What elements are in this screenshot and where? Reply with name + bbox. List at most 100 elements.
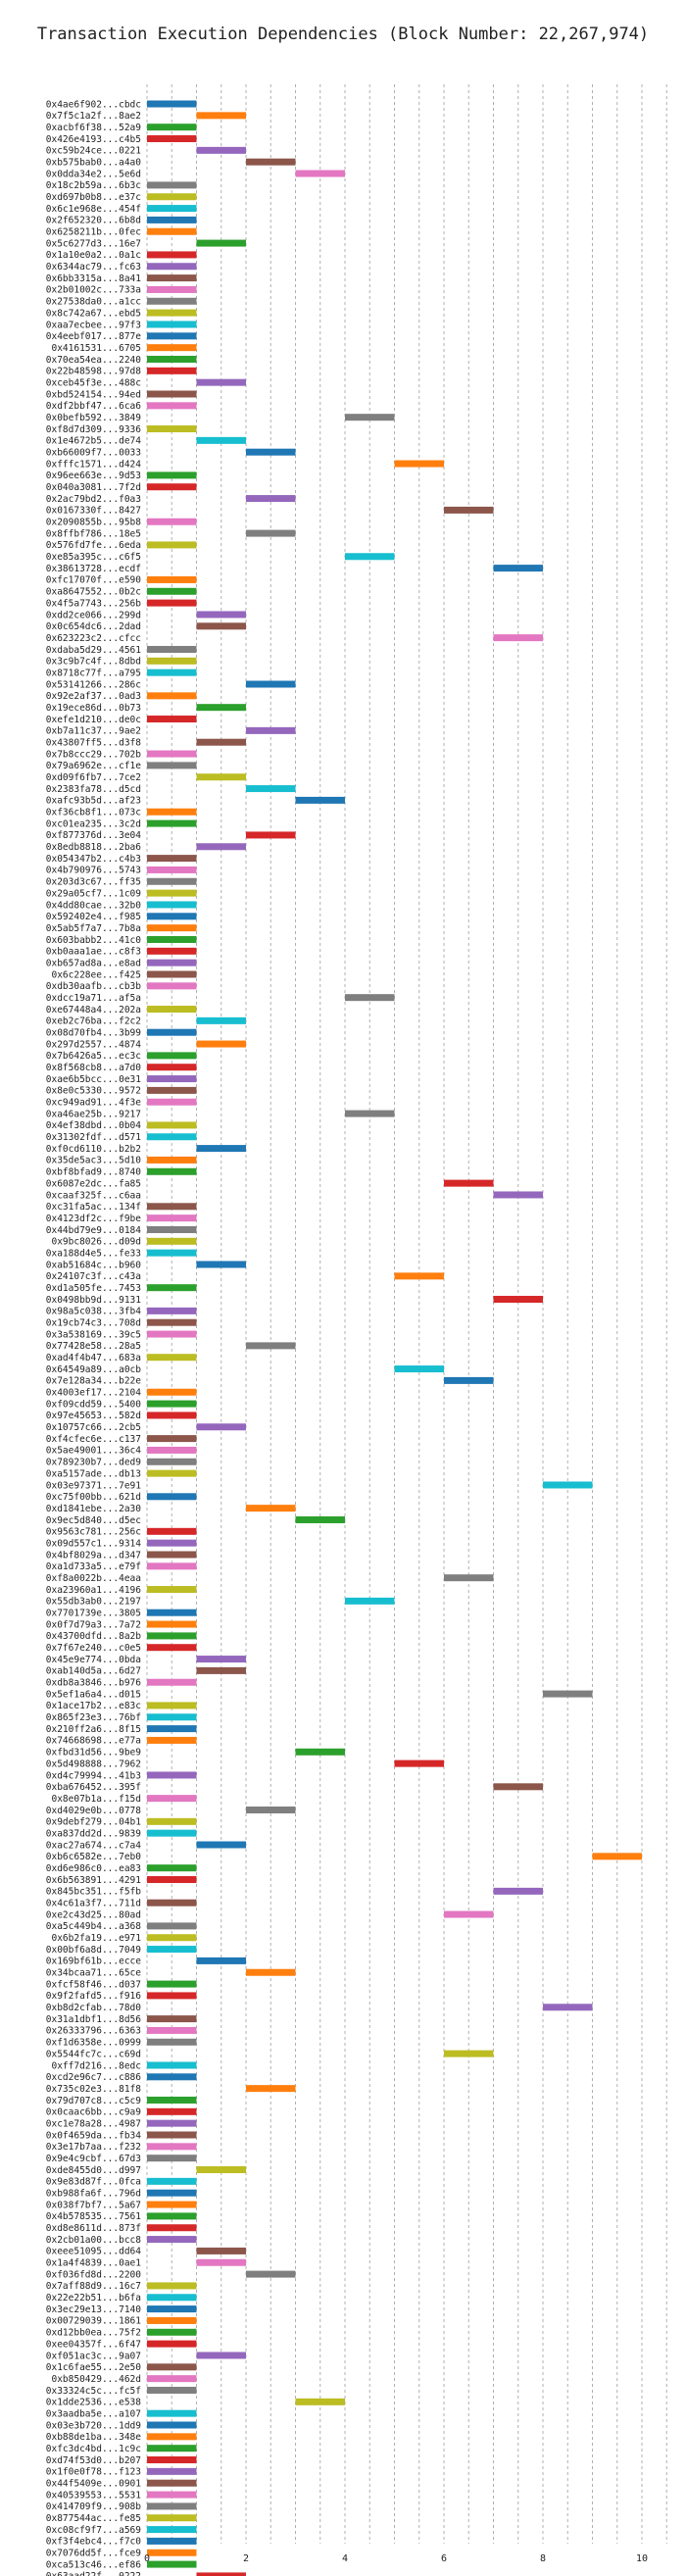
- transaction-bar: [147, 716, 197, 723]
- transaction-bar: [147, 2560, 197, 2568]
- y-tick-label: 0xf0cd6110...b2b2: [46, 1144, 141, 1155]
- y-tick-label: 0x6c1e968e...454f: [46, 204, 141, 215]
- y-tick-label: 0x169bf61b...ecce: [46, 1957, 142, 1967]
- transaction-bar: [147, 1086, 197, 1094]
- y-tick-label: 0xf8d7d309...9336: [46, 424, 142, 435]
- y-tick-label: 0x19ece86d...0b73: [46, 703, 141, 714]
- y-tick-label: 0x44f5409e...0901: [46, 2479, 142, 2490]
- transaction-bar: [246, 529, 296, 537]
- y-tick-label: 0x865f23e3...76bf: [46, 1712, 141, 1723]
- transaction-bar: [444, 1910, 494, 1918]
- transaction-bar: [147, 1458, 197, 1465]
- transaction-bar: [147, 1006, 197, 1014]
- y-tick-label: 0xcd2e96c7...c886: [46, 2072, 142, 2083]
- transaction-bar: [147, 1980, 197, 1988]
- y-tick-label: 0xa188d4e5...fe33: [46, 1248, 141, 1259]
- y-tick-label: 0x98a5c038...3fb4: [46, 1307, 142, 1317]
- y-tick-label: 0xeee51095...dd64: [46, 2247, 142, 2257]
- y-tick-label: 0xf36cb8f1...073c: [46, 808, 141, 818]
- transaction-bar: [196, 1261, 246, 1268]
- y-tick-label: 0xafc93b5d...af23: [46, 796, 141, 807]
- transaction-bar: [147, 1249, 197, 1257]
- transaction-bar: [147, 657, 197, 665]
- y-tick-label: 0x592402e4...f985: [46, 912, 141, 922]
- transaction-bar: [444, 506, 494, 514]
- transaction-bar: [147, 518, 197, 525]
- y-tick-label: 0x4c61a3f7...711d: [46, 1899, 141, 1909]
- y-tick-label: 0x0498bb9d...9131: [46, 1295, 142, 1306]
- y-tick-label: 0x1a10e0a2...0a1c: [46, 250, 141, 261]
- y-tick-label: 0x43700dfd...8a2b: [46, 1631, 142, 1642]
- transaction-bar: [147, 2107, 197, 2115]
- transaction-bar: [147, 2328, 197, 2336]
- y-tick-label: 0xc01ea235...3c2d: [46, 818, 141, 829]
- transaction-bar: [147, 889, 197, 897]
- transaction-bar: [147, 2549, 197, 2556]
- transaction-bar: [147, 1876, 197, 1884]
- y-tick-label: 0x9bc8026...d09d: [51, 1237, 141, 1248]
- transaction-bar: [543, 1481, 593, 1489]
- transaction-bar: [246, 726, 296, 734]
- y-tick-label: 0xa5c449b4...a368: [46, 1921, 142, 1932]
- transaction-bar: [147, 2526, 197, 2534]
- transaction-bar: [147, 1644, 197, 1652]
- transaction-bar: [147, 321, 197, 328]
- transaction-bar: [147, 1678, 197, 1686]
- y-tick-label: 0x2b01002c...733a: [46, 285, 141, 296]
- transaction-bar: [147, 402, 197, 410]
- y-tick-label: 0x9563c781...256c: [46, 1527, 141, 1538]
- y-tick-label: 0x210ff2a6...8f15: [46, 1724, 141, 1735]
- y-tick-label: 0xb0aaa1ae...c8f3: [46, 947, 141, 958]
- y-tick-label: 0x2383fa78...d5cd: [46, 784, 141, 795]
- transaction-bar: [147, 935, 197, 943]
- transaction-bar: [147, 1817, 197, 1825]
- transaction-bar: [147, 1400, 197, 1408]
- y-tick-label: 0xefe1d210...de0c: [46, 715, 141, 725]
- transaction-bar: [147, 1586, 197, 1594]
- y-tick-label: 0xacbf6f38...52a9: [46, 123, 142, 133]
- transaction-bar: [147, 2177, 197, 2185]
- y-tick-label: 0xb6c6582e...7eb0: [46, 1852, 142, 1862]
- y-tick-label: 0x5544fc7c...c69d: [46, 2049, 141, 2059]
- y-tick-label: 0x4ae6f902...cbdc: [46, 99, 141, 110]
- transaction-bar: [147, 1214, 197, 1222]
- transaction-bar: [345, 994, 395, 1002]
- y-tick-label: 0x45e9e774...0bda: [46, 1655, 141, 1665]
- y-tick-label: 0xee04357f...6f47: [46, 2339, 141, 2350]
- transaction-bar: [147, 285, 197, 293]
- y-tick-label: 0x1dde2536...e538: [46, 2398, 142, 2408]
- y-tick-label: 0x8f568cb8...a7d0: [46, 1063, 142, 1073]
- transaction-bar: [147, 1527, 197, 1535]
- y-tick-label: 0x0c654dc6...2dad: [46, 621, 141, 632]
- transaction-bar: [147, 2073, 197, 2081]
- y-tick-label: 0x5c6277d3...16e7: [46, 238, 141, 249]
- y-tick-label: 0x6b563891...4291: [46, 1875, 142, 1886]
- y-tick-label: 0x31a1dbf1...8d56: [46, 2014, 142, 2025]
- transaction-bar: [493, 1887, 543, 1895]
- transaction-bar: [196, 1957, 246, 1964]
- transaction-bar: [246, 2270, 296, 2278]
- transaction-bar: [196, 622, 246, 630]
- y-tick-label: 0xdaba5d29...4561: [46, 645, 142, 656]
- y-tick-label: 0x3ec29e13...7140: [46, 2304, 142, 2315]
- y-tick-label: 0x877544ac...fe85: [46, 2513, 141, 2524]
- y-tick-label: 0xd1841ebe...2a30: [46, 1504, 142, 1514]
- y-tick-label: 0xc59b24ce...0221: [46, 146, 142, 157]
- transaction-bar: [147, 1354, 197, 1362]
- y-tick-label: 0x4b790976...5743: [46, 866, 141, 876]
- y-tick-label: 0x4bf8029a...d347: [46, 1550, 141, 1560]
- y-tick-label: 0x789230b7...ded9: [46, 1458, 142, 1468]
- y-tick-label: 0xf09cdd59...5400: [46, 1399, 142, 1410]
- transaction-bar: [147, 1922, 197, 1930]
- y-tick-label: 0x18c2b59a...6b3c: [46, 180, 141, 191]
- y-tick-label: 0x3a538169...39c5: [46, 1329, 141, 1340]
- transaction-bar: [196, 1656, 246, 1663]
- transaction-bar: [147, 1225, 197, 1233]
- y-tick-label: 0x22b48598...97d8: [46, 367, 142, 377]
- transaction-bar: [493, 565, 543, 572]
- transaction-bar: [147, 855, 197, 863]
- transaction-bar: [196, 843, 246, 851]
- transaction-bar: [147, 1551, 197, 1559]
- transaction-bar: [246, 1806, 296, 1813]
- transaction-bar: [394, 1759, 444, 1767]
